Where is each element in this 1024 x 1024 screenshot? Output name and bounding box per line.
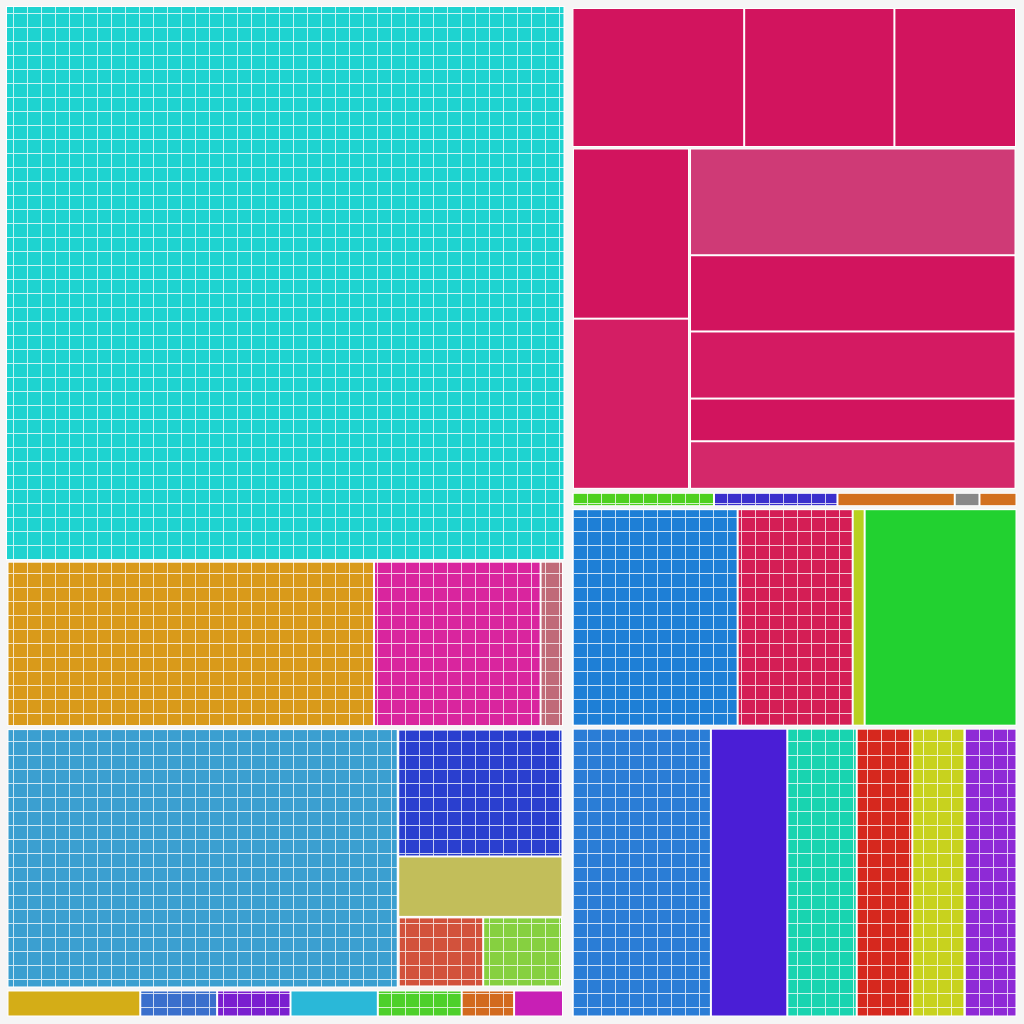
cell-grid	[912, 729, 964, 1016]
treemap-cell	[398, 856, 563, 917]
treemap-cell	[690, 331, 1016, 399]
cell-grid	[541, 562, 563, 726]
treemap-cell	[7, 990, 141, 1017]
cell-grid	[462, 990, 514, 1016]
cell-grid	[787, 729, 857, 1016]
cell-grid	[483, 917, 562, 986]
treemap-cell	[864, 509, 1017, 726]
treemap-cell	[690, 255, 1016, 332]
cell-grid	[374, 562, 541, 726]
treemap-cell	[979, 492, 1017, 507]
cell-grid	[572, 509, 738, 726]
treemap-cell	[894, 8, 1017, 148]
cell-grid	[8, 729, 398, 987]
treemap-cell	[852, 509, 865, 726]
cell-grid	[572, 729, 711, 1016]
treemap-cell	[710, 728, 788, 1017]
cell-grid	[398, 730, 562, 856]
cell-grid	[378, 990, 462, 1016]
treemap-cell	[690, 398, 1016, 442]
cell-grid	[714, 493, 837, 506]
treemap-cell	[837, 492, 955, 507]
treemap-cell	[690, 441, 1016, 489]
cell-grid	[217, 990, 290, 1016]
treemap-cell	[572, 148, 690, 319]
cell-grid	[399, 917, 483, 986]
treemap-cell	[572, 8, 745, 148]
cell-grid	[738, 509, 853, 726]
treemap-cell	[690, 148, 1016, 256]
treemap-cell	[744, 8, 895, 148]
cell-grid	[857, 729, 912, 1016]
cell-grid	[964, 729, 1016, 1016]
cell-grid	[572, 493, 714, 506]
treemap-cell	[290, 990, 378, 1017]
treemap-cell	[572, 318, 690, 489]
cell-grid	[140, 990, 217, 1016]
cell-grid	[8, 562, 374, 726]
treemap-cell	[514, 990, 563, 1017]
treemap-cell	[954, 492, 980, 507]
cell-grid	[6, 6, 564, 560]
